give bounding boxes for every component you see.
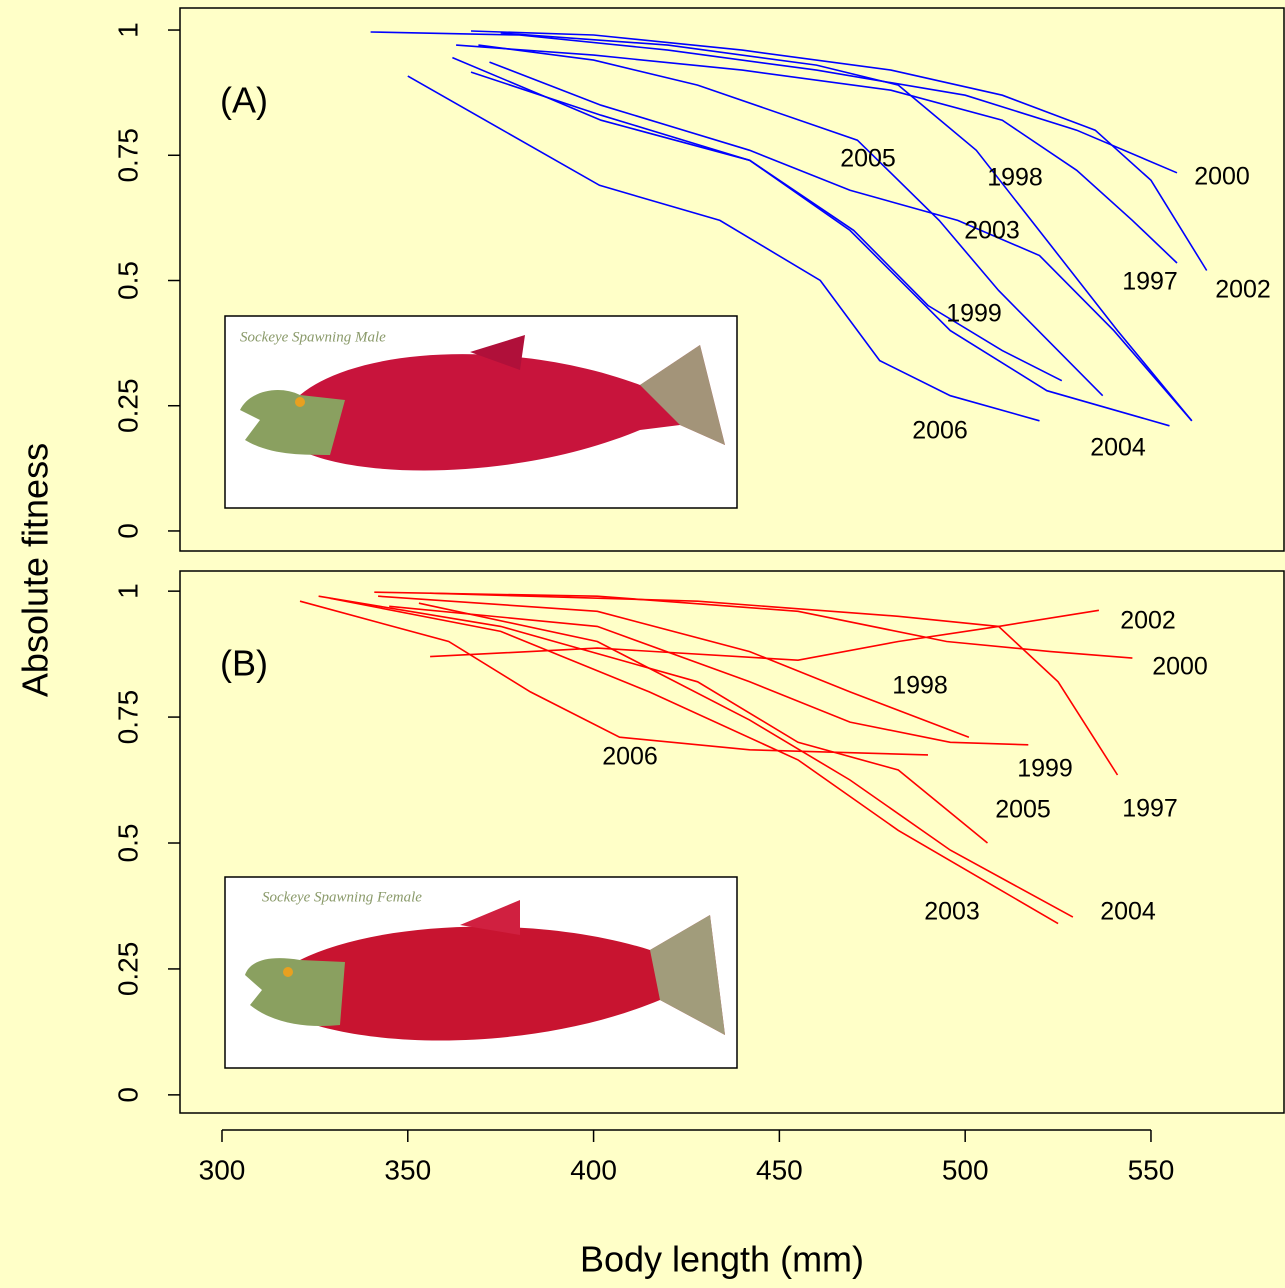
- fish-body: [300, 345, 725, 471]
- data-line: [430, 592, 1119, 776]
- x-tick-label: 500: [942, 1154, 989, 1185]
- data-line: [452, 56, 1063, 382]
- series-label: 1999: [946, 300, 1002, 328]
- fish-body: [300, 915, 725, 1041]
- fish-head: [240, 390, 345, 455]
- data-line: [489, 61, 1193, 422]
- inset-caption: Sockeye Spawning Female: [262, 889, 422, 905]
- y-tick-label: 0.5: [112, 261, 143, 300]
- y-tick-label: 0: [112, 523, 143, 539]
- series-label: 2000: [1194, 163, 1250, 191]
- fish-tail: [650, 915, 725, 1035]
- series-label: 1997: [1122, 268, 1178, 296]
- series-label: 2004: [1090, 434, 1146, 462]
- series-label: 1998: [892, 672, 948, 700]
- fish-eye: [295, 397, 305, 407]
- x-tick-label: 550: [1128, 1154, 1175, 1185]
- data-line: [389, 605, 1029, 746]
- series-label: 2005: [840, 145, 896, 173]
- x-tick-label: 450: [756, 1154, 803, 1185]
- series-label: 2006: [912, 417, 968, 445]
- y-tick-label: 1: [112, 22, 143, 38]
- x-tick-label: 400: [570, 1154, 617, 1185]
- data-line: [478, 44, 1104, 397]
- y-axis-label: Absolute fitness: [15, 443, 56, 697]
- fish-inset: Sockeye Spawning Female: [224, 876, 738, 1069]
- series-label: 1997: [1122, 795, 1178, 823]
- x-tick-label: 350: [384, 1154, 431, 1185]
- y-tick-label: 1: [112, 583, 143, 599]
- series-label: 2002: [1215, 276, 1271, 304]
- panel-label: (B): [220, 643, 268, 684]
- data-line: [430, 609, 1100, 662]
- fish-inset: Sockeye Spawning Male: [224, 315, 738, 509]
- x-axis-label: Body length (mm): [580, 1239, 864, 1280]
- y-tick-label: 0.5: [112, 824, 143, 863]
- series-label: 1998: [987, 164, 1043, 192]
- series-label: 1999: [1017, 755, 1073, 783]
- data-line: [318, 595, 989, 844]
- data-line: [470, 30, 1208, 271]
- y-tick-label: 0: [112, 1087, 143, 1103]
- fish-eye: [283, 967, 293, 977]
- y-tick-label: 0.75: [112, 128, 143, 183]
- fish-head: [245, 958, 345, 1026]
- data-line: [500, 32, 1193, 422]
- series-label: 2005: [995, 796, 1051, 824]
- data-line: [418, 602, 1074, 918]
- data-line: [374, 591, 1133, 659]
- series-label: 2003: [964, 217, 1020, 245]
- inset-caption: Sockeye Spawning Male: [240, 329, 386, 345]
- y-tick-label: 0.25: [112, 942, 143, 997]
- panel-label: (A): [220, 80, 268, 121]
- series-label: 2003: [924, 898, 980, 926]
- fish-fin: [460, 900, 520, 935]
- series-label: 2000: [1152, 653, 1208, 681]
- x-tick-label: 300: [199, 1154, 246, 1185]
- data-line: [456, 44, 1178, 264]
- fish-fin: [470, 335, 525, 370]
- series-label: 2006: [602, 743, 658, 771]
- data-line: [378, 595, 970, 738]
- series-label: 2002: [1120, 607, 1176, 635]
- fish-tail: [640, 345, 725, 445]
- data-line: [470, 71, 1170, 427]
- y-tick-label: 0.75: [112, 690, 143, 745]
- series-label: 2004: [1100, 898, 1156, 926]
- y-tick-label: 0.25: [112, 378, 143, 433]
- data-line: [329, 597, 1059, 925]
- plot-frame: [179, 570, 1285, 1114]
- data-line: [407, 75, 1040, 422]
- plot-frame: [179, 7, 1285, 552]
